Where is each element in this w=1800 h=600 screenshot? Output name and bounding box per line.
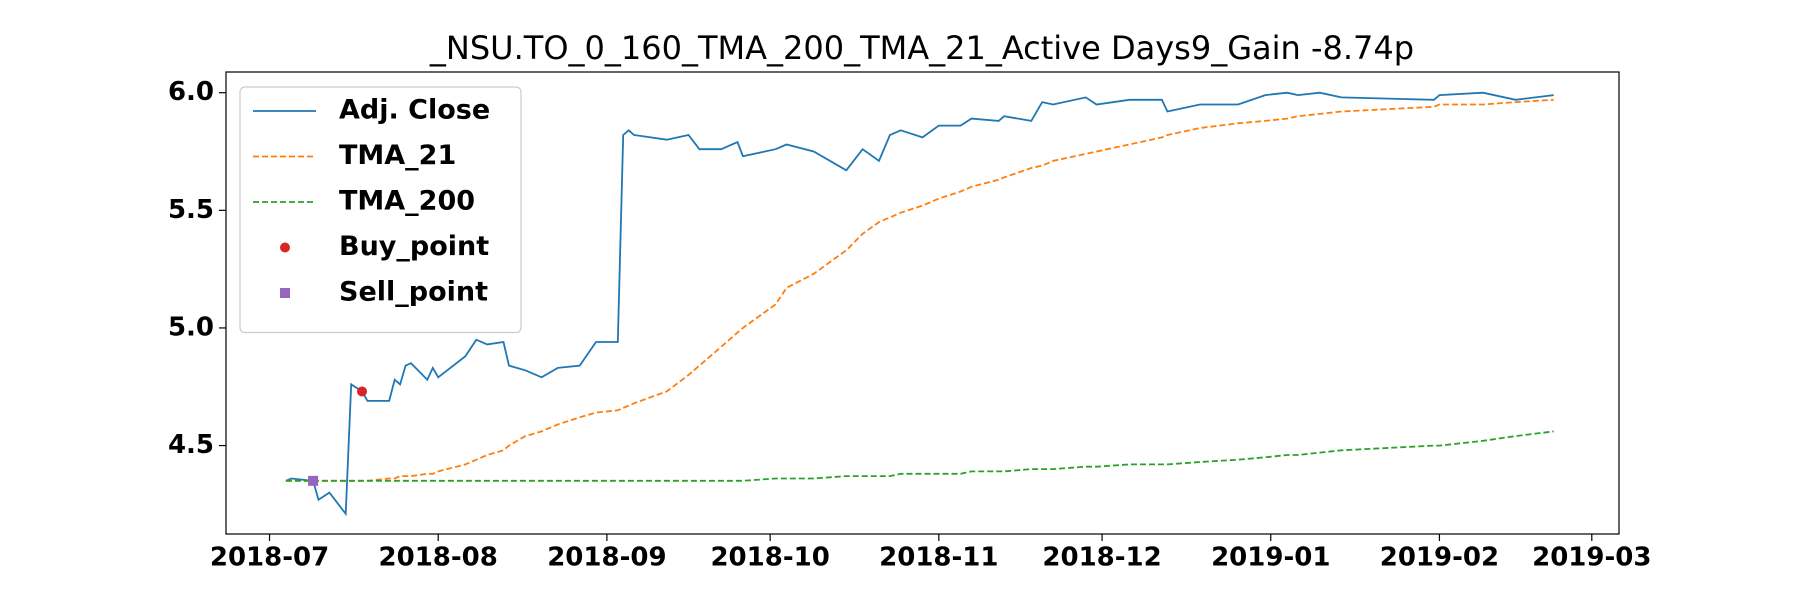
y-tick-label: 5.5	[168, 195, 214, 225]
legend-swatch	[280, 242, 290, 253]
y-tick-label: 6.0	[168, 77, 214, 107]
x-tick-label: 2019-01	[1211, 543, 1330, 573]
legend-frame	[239, 86, 522, 334]
series-line	[285, 98, 1554, 482]
x-tick-label: 2018-09	[547, 543, 666, 573]
x-tick-label: 2019-02	[1380, 543, 1499, 573]
x-tick-label: 2018-11	[879, 543, 998, 573]
legend-label: Buy_point	[339, 231, 489, 262]
chart-title: _NSU.TO_0_160_TMA_200_TMA_21_Active Days…	[429, 29, 1414, 67]
plot-frame	[225, 71, 1620, 535]
legend-swatch	[280, 288, 290, 298]
legend-label: Adj. Close	[339, 95, 490, 126]
legend-label: TMA_21	[339, 140, 456, 171]
x-tick-label: 2018-12	[1042, 543, 1161, 573]
y-tick-label: 5.0	[168, 312, 214, 342]
x-tick-label: 2018-08	[379, 543, 498, 573]
legend-label: TMA_200	[339, 186, 475, 217]
legend: Adj. Close TMA_21 TMA_200 Buy_point Sell_poi…	[239, 86, 522, 334]
marker	[308, 475, 319, 486]
legend-label: Sell_point	[339, 277, 488, 308]
marker	[357, 386, 368, 397]
series-line	[285, 91, 1554, 517]
x-tick-label: 2019-03	[1532, 543, 1651, 573]
x-tick-label: 2018-07	[210, 543, 329, 573]
y-tick-label: 4.5	[168, 430, 214, 460]
series-line	[285, 430, 1554, 482]
x-tick-label: 2018-10	[710, 543, 829, 573]
